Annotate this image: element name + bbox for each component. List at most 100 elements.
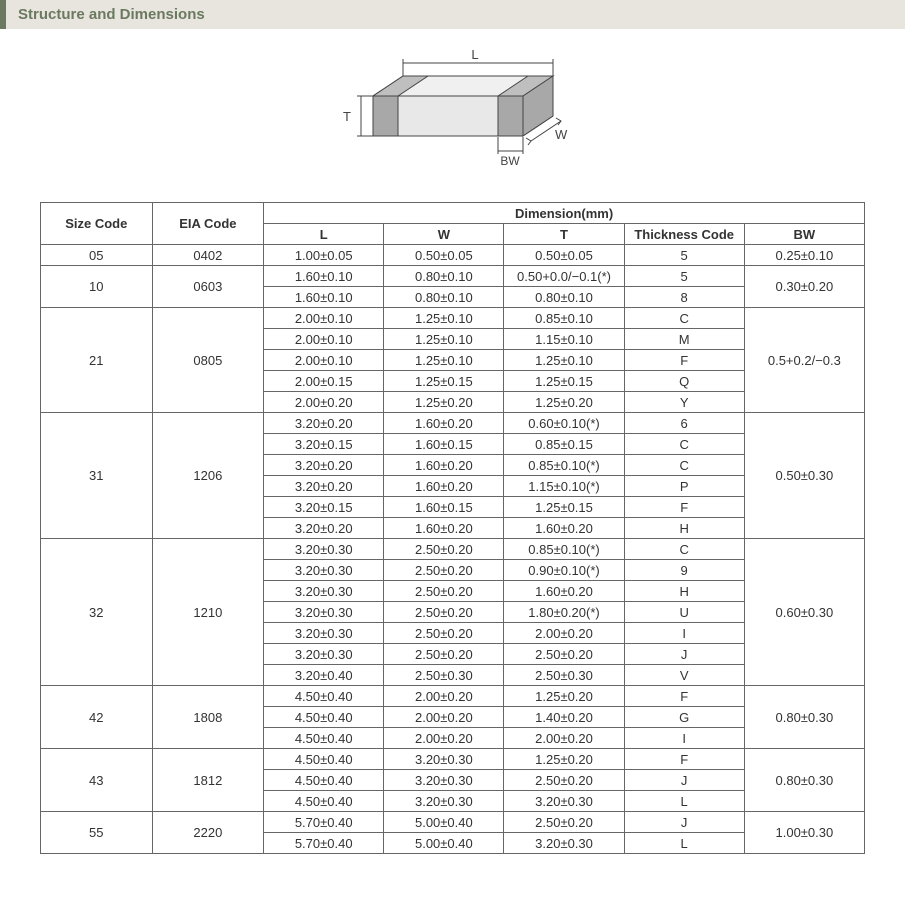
- cell-L: 3.20±0.30: [264, 581, 384, 602]
- label-BW: BW: [500, 154, 520, 168]
- diagram-container: L W T BW: [0, 37, 905, 202]
- cell-L: 3.20±0.30: [264, 623, 384, 644]
- th-thickness-code: Thickness Code: [624, 224, 744, 245]
- cell-eia-code: 1210: [152, 539, 264, 686]
- cell-L: 5.70±0.40: [264, 833, 384, 854]
- cell-T: 2.50±0.20: [504, 812, 624, 833]
- cell-size-code: 55: [41, 812, 153, 854]
- cell-L: 3.20±0.20: [264, 476, 384, 497]
- table-row: 4318124.50±0.403.20±0.301.25±0.20F0.80±0…: [41, 749, 865, 770]
- cell-L: 3.20±0.15: [264, 497, 384, 518]
- cell-L: 3.20±0.20: [264, 413, 384, 434]
- cell-L: 3.20±0.15: [264, 434, 384, 455]
- cell-L: 3.20±0.30: [264, 560, 384, 581]
- cell-L: 1.60±0.10: [264, 266, 384, 287]
- cell-T: 0.60±0.10(*): [504, 413, 624, 434]
- cell-T: 0.85±0.10(*): [504, 455, 624, 476]
- cell-L: 2.00±0.10: [264, 308, 384, 329]
- label-W: W: [555, 127, 568, 142]
- cell-thk: Q: [624, 371, 744, 392]
- cell-L: 2.00±0.10: [264, 350, 384, 371]
- cell-thk: I: [624, 623, 744, 644]
- cell-L: 3.20±0.40: [264, 665, 384, 686]
- cell-eia-code: 0402: [152, 245, 264, 266]
- cell-W: 3.20±0.30: [384, 749, 504, 770]
- cell-T: 1.60±0.20: [504, 581, 624, 602]
- cell-W: 2.50±0.30: [384, 665, 504, 686]
- cell-size-code: 31: [41, 413, 153, 539]
- cell-T: 1.25±0.20: [504, 749, 624, 770]
- th-size-code: Size Code: [41, 203, 153, 245]
- table-head: Size Code EIA Code Dimension(mm) L W T T…: [41, 203, 865, 245]
- cell-size-code: 42: [41, 686, 153, 749]
- cell-thk: L: [624, 833, 744, 854]
- cell-L: 3.20±0.30: [264, 539, 384, 560]
- cell-W: 1.60±0.20: [384, 413, 504, 434]
- cell-L: 3.20±0.30: [264, 644, 384, 665]
- cell-L: 2.00±0.10: [264, 329, 384, 350]
- cell-thk: 8: [624, 287, 744, 308]
- cell-size-code: 05: [41, 245, 153, 266]
- cell-W: 1.25±0.10: [384, 329, 504, 350]
- cell-W: 1.60±0.15: [384, 434, 504, 455]
- cell-L: 4.50±0.40: [264, 728, 384, 749]
- cell-T: 1.60±0.20: [504, 518, 624, 539]
- cell-W: 1.25±0.20: [384, 392, 504, 413]
- cell-W: 2.50±0.20: [384, 623, 504, 644]
- cell-thk: I: [624, 728, 744, 749]
- dimensions-table: Size Code EIA Code Dimension(mm) L W T T…: [40, 202, 865, 854]
- cell-bw: 0.5+0.2/−0.3: [744, 308, 864, 413]
- cell-W: 3.20±0.30: [384, 770, 504, 791]
- cell-thk: 5: [624, 245, 744, 266]
- cell-thk: F: [624, 350, 744, 371]
- cell-L: 4.50±0.40: [264, 770, 384, 791]
- cell-bw: 0.25±0.10: [744, 245, 864, 266]
- cell-L: 3.20±0.20: [264, 455, 384, 476]
- cell-eia-code: 2220: [152, 812, 264, 854]
- cell-eia-code: 0603: [152, 266, 264, 308]
- th-L: L: [264, 224, 384, 245]
- cell-T: 0.85±0.10(*): [504, 539, 624, 560]
- cell-T: 2.50±0.30: [504, 665, 624, 686]
- cell-L: 2.00±0.20: [264, 392, 384, 413]
- cell-W: 2.00±0.20: [384, 686, 504, 707]
- cell-L: 4.50±0.40: [264, 749, 384, 770]
- cell-size-code: 21: [41, 308, 153, 413]
- cell-T: 0.50±0.05: [504, 245, 624, 266]
- cell-T: 1.25±0.10: [504, 350, 624, 371]
- cell-W: 2.50±0.20: [384, 644, 504, 665]
- table-row: 5522205.70±0.405.00±0.402.50±0.20J1.00±0…: [41, 812, 865, 833]
- cell-W: 0.80±0.10: [384, 266, 504, 287]
- cell-W: 2.50±0.20: [384, 581, 504, 602]
- cell-W: 2.00±0.20: [384, 728, 504, 749]
- cell-W: 1.60±0.20: [384, 455, 504, 476]
- th-T: T: [504, 224, 624, 245]
- cell-T: 0.85±0.10: [504, 308, 624, 329]
- cell-T: 0.85±0.15: [504, 434, 624, 455]
- cell-W: 2.50±0.20: [384, 539, 504, 560]
- cell-W: 1.60±0.20: [384, 476, 504, 497]
- cell-thk: V: [624, 665, 744, 686]
- cell-L: 4.50±0.40: [264, 791, 384, 812]
- cell-T: 1.15±0.10: [504, 329, 624, 350]
- cell-thk: F: [624, 497, 744, 518]
- cell-T: 0.80±0.10: [504, 287, 624, 308]
- cell-T: 1.80±0.20(*): [504, 602, 624, 623]
- table-row: 2108052.00±0.101.25±0.100.85±0.10C0.5+0.…: [41, 308, 865, 329]
- cell-T: 2.00±0.20: [504, 728, 624, 749]
- cell-bw: 0.50±0.30: [744, 413, 864, 539]
- label-T: T: [343, 109, 351, 124]
- cell-L: 3.20±0.30: [264, 602, 384, 623]
- cell-thk: 6: [624, 413, 744, 434]
- cell-size-code: 43: [41, 749, 153, 812]
- table-row: 0504021.00±0.050.50±0.050.50±0.0550.25±0…: [41, 245, 865, 266]
- cell-T: 0.90±0.10(*): [504, 560, 624, 581]
- cell-W: 0.50±0.05: [384, 245, 504, 266]
- cell-thk: C: [624, 308, 744, 329]
- cell-thk: 9: [624, 560, 744, 581]
- cell-T: 1.40±0.20: [504, 707, 624, 728]
- cell-thk: Y: [624, 392, 744, 413]
- cell-W: 3.20±0.30: [384, 791, 504, 812]
- cell-T: 2.50±0.20: [504, 644, 624, 665]
- table-row: 4218084.50±0.402.00±0.201.25±0.20F0.80±0…: [41, 686, 865, 707]
